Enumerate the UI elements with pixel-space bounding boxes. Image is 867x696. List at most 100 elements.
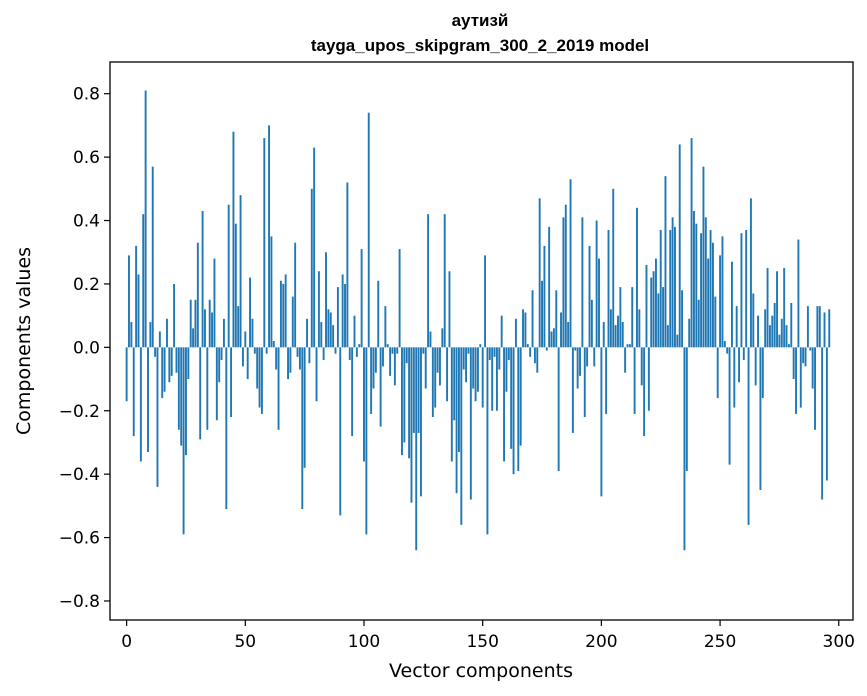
bar [327,309,330,348]
bar [617,315,619,348]
bar [787,344,790,348]
bar [189,299,192,348]
bar [730,261,733,348]
bar [187,347,190,380]
bar [450,347,453,462]
bar [647,347,650,411]
bar [707,258,710,348]
bar [467,347,470,354]
bar [346,182,349,348]
bar [199,347,202,440]
bar [595,220,598,348]
bar [723,341,726,348]
bar [317,271,320,348]
bar [621,321,624,348]
bar [384,306,387,348]
bar [567,321,570,348]
x-tick-label: 200 [585,632,617,652]
bar [334,347,337,354]
bar [244,331,247,348]
bar [749,198,752,348]
bar [465,347,468,383]
bar [168,347,171,383]
y-tick-label: 0.0 [73,338,100,358]
bar [638,309,641,348]
bar [401,347,403,456]
bar [415,347,418,551]
bar [569,179,572,348]
bar [436,347,439,373]
bar [282,283,285,348]
bar [298,347,301,370]
bar [339,347,342,516]
x-tick-label: 50 [234,632,256,652]
bar [650,277,653,348]
bar [341,274,344,348]
bar [296,347,299,357]
bar [562,217,565,348]
x-tick-label: 0 [121,632,132,652]
bar [204,309,206,348]
bar [125,347,128,402]
bar [674,226,676,348]
bar [180,347,183,446]
bar [579,347,581,376]
bar [733,347,736,408]
bar [619,287,622,348]
bar [322,347,325,361]
bar [778,334,781,348]
bar [389,347,392,376]
bar [614,325,617,348]
bar [156,347,159,487]
bar [408,347,411,459]
y-tick-label: 0.8 [73,85,100,105]
bar [453,347,456,421]
bar [147,347,149,452]
bar [460,347,463,525]
bar [128,255,130,348]
bar [336,287,339,348]
bar [393,347,396,386]
bar [427,214,430,348]
bar [609,309,612,348]
bar [177,347,180,430]
bar [139,347,142,462]
bar [320,321,323,348]
bar [360,249,363,348]
bar [624,347,627,373]
bar [370,347,373,414]
bar [548,226,551,348]
bar [514,318,517,348]
bar [135,245,138,348]
bar [396,347,399,354]
bar [458,347,460,452]
bar [564,204,567,348]
bar [685,347,688,471]
y-axis-label: Components values [13,247,35,435]
bar [277,347,280,430]
bar [783,268,786,348]
bar [182,347,185,535]
bar [439,347,441,386]
bar [697,299,700,348]
bar [175,347,178,373]
bar [308,347,311,364]
bar [303,347,306,468]
bar [301,347,304,510]
bar [434,347,437,408]
bar [816,306,819,348]
bar [222,318,225,348]
bar [574,347,577,351]
bar [704,217,707,348]
bar [498,347,501,370]
bar [237,306,240,348]
bar [602,321,605,348]
bar [306,318,308,348]
bar [289,347,292,373]
bar [185,347,187,456]
bar [735,306,738,348]
bar [588,245,591,348]
bar [823,312,826,348]
bar [241,347,244,367]
